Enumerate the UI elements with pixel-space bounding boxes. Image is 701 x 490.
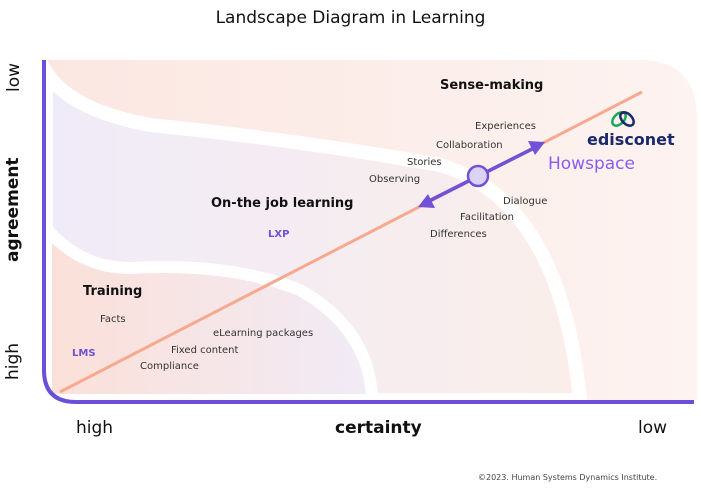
item-elearning-packages: eLearning packages: [213, 328, 314, 339]
edisconet-logo: edisconet: [587, 130, 675, 149]
y-axis-low: low: [4, 62, 24, 92]
diagram-title: Landscape Diagram in Learning: [215, 8, 486, 28]
item-experiences: Experiences: [475, 121, 536, 132]
item-observing: Observing: [369, 174, 421, 185]
axes: [42, 60, 694, 404]
training-label: Training: [83, 284, 143, 299]
item-differences: Differences: [430, 229, 487, 240]
item-dialogue: Dialogue: [503, 196, 548, 207]
item-facilitation: Facilitation: [460, 212, 514, 223]
item-fixed-content: Fixed content: [171, 345, 239, 356]
item-collaboration: Collaboration: [436, 140, 503, 151]
item-compliance: Compliance: [140, 361, 199, 372]
copyright: ©2023. Human Systems Dynamics Institute.: [478, 473, 658, 482]
midpoint-circle: [466, 164, 490, 188]
lms-label: LMS: [72, 348, 96, 359]
howspace-logo: Howspace: [548, 154, 635, 174]
arrow-head-right-icon: [528, 141, 545, 155]
edisconet-logo-icon: [611, 111, 635, 127]
sense-making-label: Sense-making: [440, 78, 544, 93]
x-axis-low: low: [638, 418, 668, 438]
x-axis-high: high: [76, 418, 114, 438]
on-the-job-label: On-the job learning: [211, 196, 354, 211]
y-axis-label: agreement: [3, 157, 23, 262]
item-facts: Facts: [100, 314, 126, 325]
x-axis-label: certainty: [335, 418, 422, 438]
item-stories: Stories: [407, 157, 442, 168]
y-axis-high: high: [3, 342, 23, 380]
arrow-head-left-icon: [418, 194, 435, 208]
lxp-label: LXP: [268, 229, 290, 240]
